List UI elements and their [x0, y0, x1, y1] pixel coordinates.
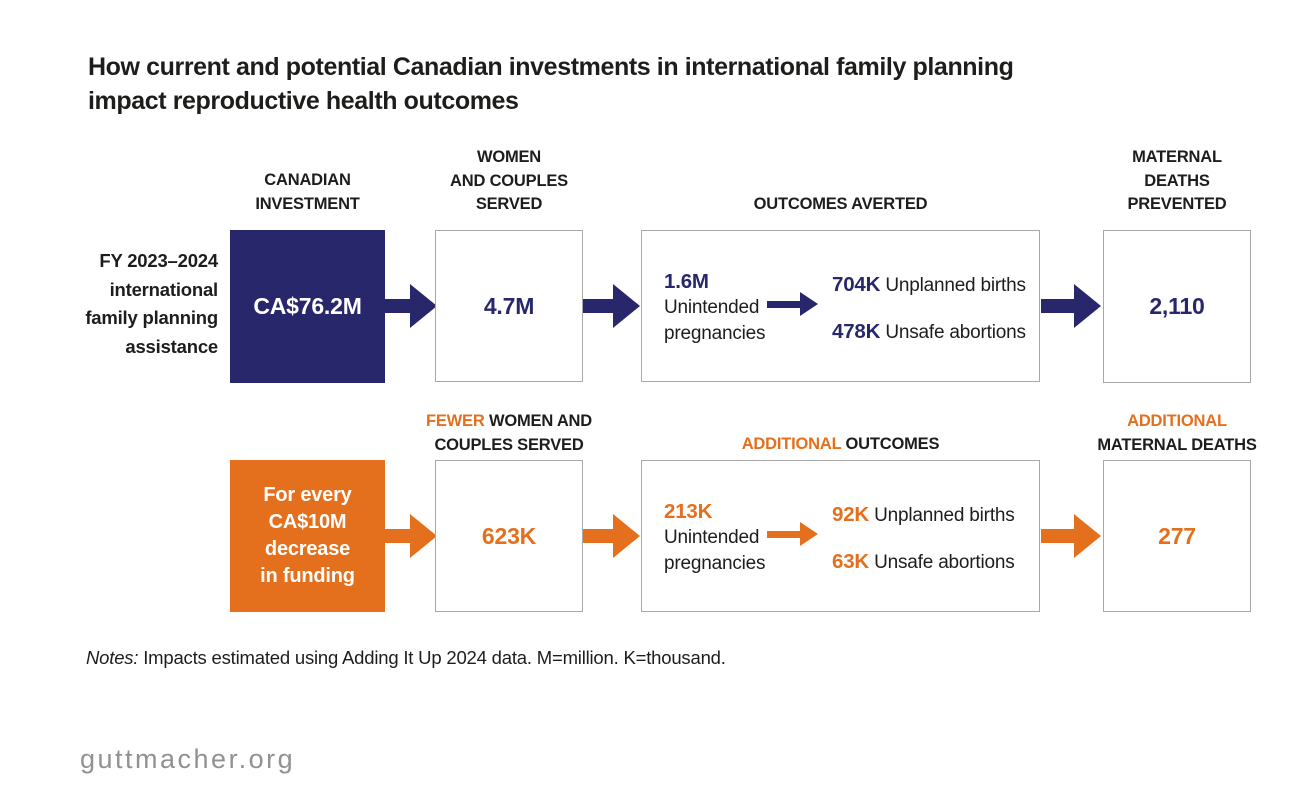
served-box: 4.7M [435, 230, 583, 382]
notes-label: Notes: [86, 647, 139, 668]
chart-title-line2: impact reproductive health outcomes [88, 87, 519, 115]
chart-title-line1: How current and potential Canadian inves… [88, 53, 1014, 81]
flow-arrow-icon [385, 514, 437, 558]
additional-deaths-box: 277 [1103, 460, 1251, 612]
unsafe-abortions-stat: 478K Unsafe abortions [832, 320, 1026, 343]
funding-decrease-box: For every CA$10M decrease in funding [230, 460, 385, 612]
header-outcomes-averted: OUTCOMES AVERTED [753, 195, 928, 213]
flow-arrow-icon [385, 284, 437, 328]
additional-deaths-value: 277 [1158, 522, 1196, 549]
deaths-box: 2,110 [1103, 230, 1251, 383]
additional-outcomes-list: 92K Unplanned births 63K Unsafe abortion… [832, 503, 1015, 575]
outcomes-box [641, 230, 1040, 382]
notes-text: Impacts estimated using Adding It Up 202… [138, 647, 726, 668]
header-fewer-women-couples-served: FEWER WOMEN AND COUPLES SERVED [426, 412, 592, 454]
header-canadian-investment: CANADIAN INVESTMENT [255, 171, 360, 213]
fewer-served-value: 623K [481, 522, 537, 549]
header-maternal-deaths-prevented: MATERNAL DEATHS PREVENTED [1127, 148, 1227, 213]
investment-box: CA$76.2M [230, 230, 385, 383]
flow-arrow-icon [583, 514, 640, 558]
unintended-pregnancies-stat: 1.6M Unintended pregnancies [664, 270, 766, 344]
served-value: 4.7M [483, 292, 535, 319]
additional-outcomes-box [641, 460, 1040, 612]
flow-arrow-icon [1041, 514, 1101, 558]
additional-unplanned-births-stat: 92K Unplanned births [832, 503, 1015, 526]
header-additional-outcomes: ADDITIONAL OUTCOMES [741, 435, 940, 453]
guttmacher-logotype: guttmacher.org [80, 744, 296, 774]
right-arrow-icon [767, 292, 818, 316]
chart-title: How current and potential Canadian inves… [88, 50, 1128, 118]
notes: Notes: Impacts estimated using Adding It… [86, 646, 726, 670]
additional-unintended-pregnancies-stat: 213K Unintended pregnancies [664, 500, 766, 574]
right-arrow-icon [767, 522, 818, 546]
investment-value: CA$76.2M [253, 293, 362, 319]
funding-decrease-text: For every CA$10M decrease in funding [260, 484, 355, 587]
averted-outcomes-list: 704K Unplanned births 478K Unsafe aborti… [832, 273, 1026, 345]
flow-arrow-icon [583, 284, 640, 328]
fewer-served-box: 623K [435, 460, 583, 612]
flow-arrow-icon [1041, 284, 1101, 328]
unplanned-births-stat: 704K Unplanned births [832, 273, 1026, 296]
row1-side-label: FY 2023–2024 international family planni… [85, 250, 218, 357]
header-women-couples-served: WOMEN AND COUPLES SERVED [450, 148, 568, 213]
deaths-value: 2,110 [1149, 293, 1205, 319]
additional-unsafe-abortions-stat: 63K Unsafe abortions [832, 550, 1015, 573]
header-additional-maternal-deaths: ADDITIONAL MATERNAL DEATHS [1097, 412, 1257, 454]
